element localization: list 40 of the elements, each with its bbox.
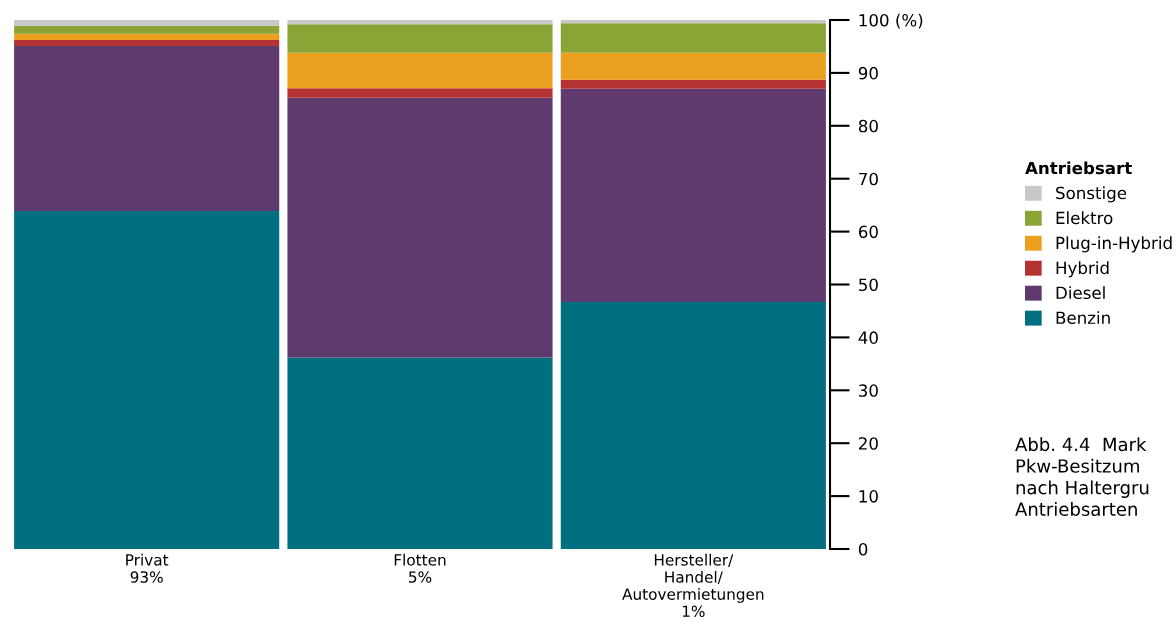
x-tick-label: Flotten 5% xyxy=(394,553,446,583)
y-tick-label: 10 xyxy=(859,490,878,503)
y-tick-label: 40 xyxy=(858,331,878,344)
bar xyxy=(14,45,280,211)
y-tick-label: 100 (%) xyxy=(859,13,923,29)
bar xyxy=(14,25,280,34)
y-tick-label: 80 xyxy=(858,119,878,133)
y-tick-label: 90 xyxy=(858,66,878,80)
caption: Abb. 4.4 Mark Pkw-Besitzum nach Haltergru Antriebsarten xyxy=(1015,437,1149,516)
y-tick-label: 70 xyxy=(859,172,878,186)
y-tick-label: 60 xyxy=(858,225,878,239)
legend-label: Plug-in-Hybrid xyxy=(1056,236,1172,253)
x-tick-label: Hersteller/ Handel/ Autovermietungen 1% xyxy=(622,553,764,618)
x-tick-label: Privat 93% xyxy=(126,553,169,583)
bar xyxy=(287,357,553,549)
legend-label: Diesel xyxy=(1056,286,1105,300)
bar xyxy=(14,20,280,26)
legend-label: Sonstige xyxy=(1056,186,1127,203)
bar xyxy=(287,88,553,98)
bar xyxy=(287,24,553,53)
y-tick-label: 30 xyxy=(859,384,878,397)
legend-label: Benzin xyxy=(1056,311,1110,325)
bar xyxy=(560,79,826,89)
bar xyxy=(560,52,826,80)
y-tick-label: 0 xyxy=(858,542,868,556)
bar xyxy=(287,20,553,25)
bar xyxy=(560,301,826,549)
bar xyxy=(14,210,280,549)
bar xyxy=(560,88,826,302)
y-tick-label: 50 xyxy=(859,278,878,292)
y-tick-label: 20 xyxy=(859,437,878,450)
bar xyxy=(14,33,280,41)
legend-title: Antriebsart xyxy=(1025,161,1132,175)
legend-label: Hybrid xyxy=(1056,261,1109,278)
bar xyxy=(560,23,826,53)
bar xyxy=(287,52,553,89)
bar xyxy=(287,97,553,358)
bar xyxy=(14,40,280,46)
legend-label: Elektro xyxy=(1056,211,1113,225)
bar xyxy=(560,20,826,24)
